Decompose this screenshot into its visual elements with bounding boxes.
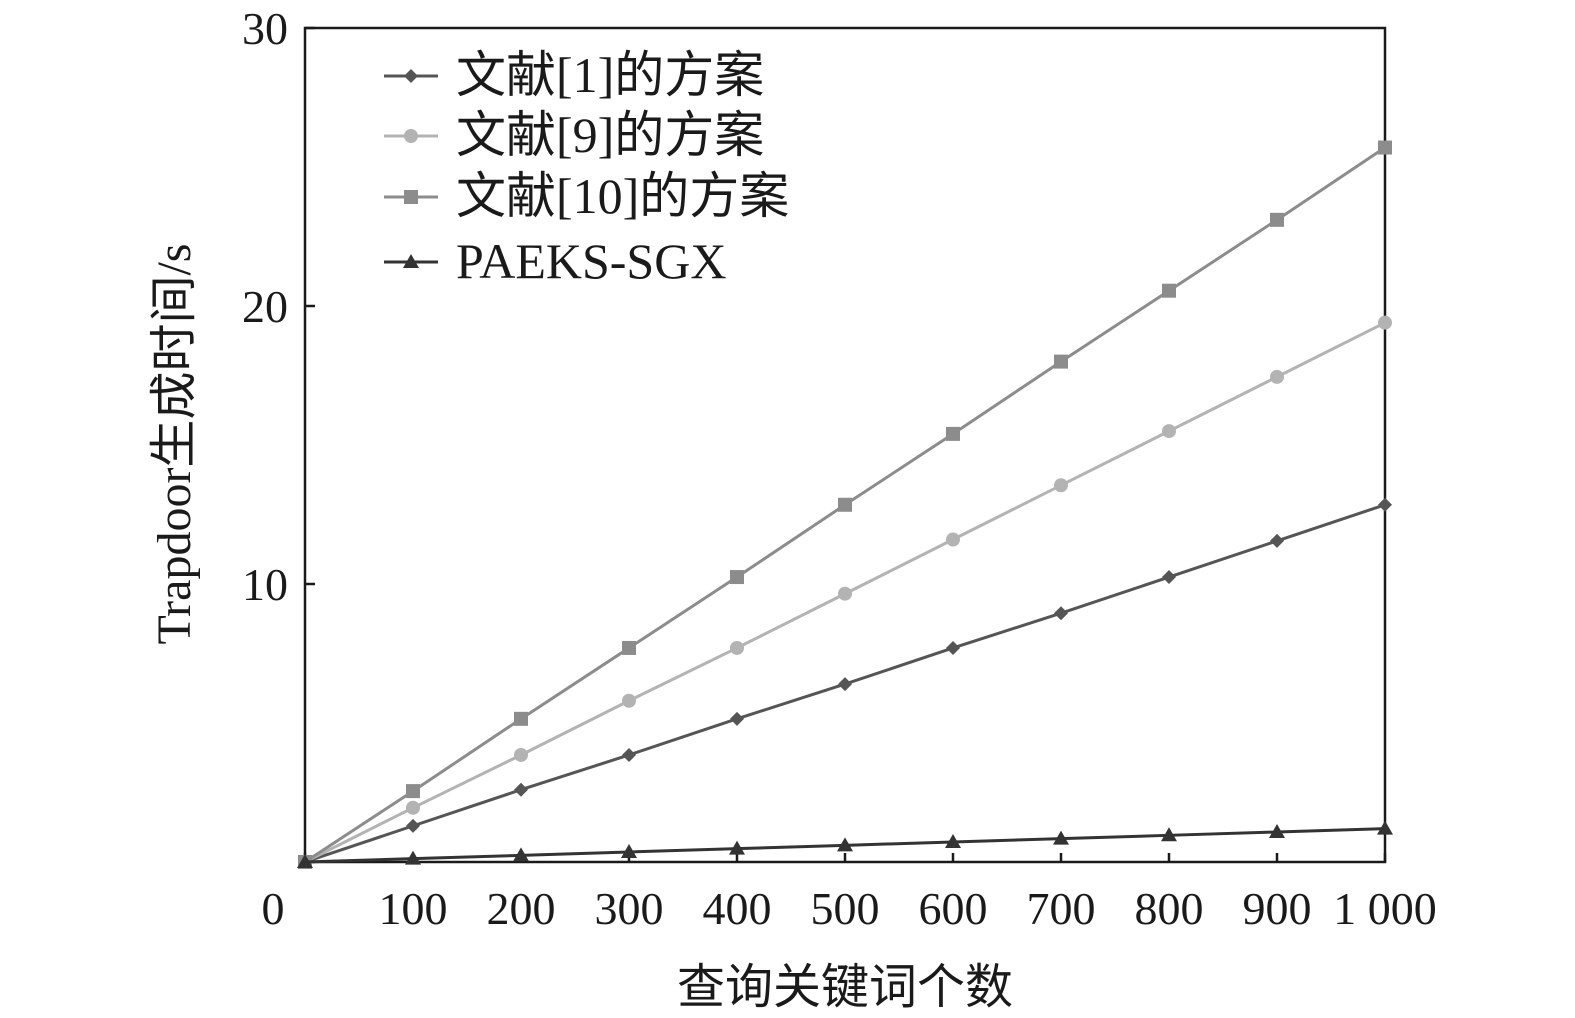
series-0-point-10 (1378, 497, 1392, 512)
series-3-point-5 (837, 837, 853, 852)
series-0-point-3 (622, 747, 636, 762)
x-tick-label-700: 700 (1027, 883, 1096, 934)
series-1-point-3 (622, 693, 636, 708)
series-1-point-6 (946, 532, 960, 547)
series-2-point-2 (514, 711, 528, 726)
legend-marker-3 (403, 254, 419, 268)
series-0-point-6 (946, 640, 960, 655)
series-1-point-7 (1054, 478, 1068, 493)
series-2-point-5 (838, 497, 852, 512)
series-0-point-9 (1270, 533, 1284, 548)
series-3-point-8 (1161, 827, 1177, 842)
series-3-point-2 (513, 847, 529, 862)
series-1-point-4 (730, 640, 744, 655)
series-3-point-4 (729, 840, 745, 855)
series-2-point-7 (1054, 354, 1068, 369)
series-2-point-9 (1270, 212, 1284, 227)
legend-marker-1 (404, 129, 418, 143)
series-1-point-9 (1270, 369, 1284, 384)
series-3-point-0 (297, 854, 313, 868)
x-tick-label-100: 100 (379, 883, 448, 934)
x-tick-label-500: 500 (811, 883, 880, 934)
series-0-point-2 (514, 782, 528, 797)
series-3-point-10 (1377, 820, 1393, 835)
y-tick-label-10: 10 (242, 559, 288, 610)
legend-item-1: 文献[9]的方案 (384, 107, 764, 163)
series-3-point-3 (621, 843, 637, 858)
series-1 (298, 315, 1392, 869)
x-tick-label-800: 800 (1135, 883, 1204, 934)
x-tick-label-900: 900 (1243, 883, 1312, 934)
x-tick-label-400: 400 (703, 883, 772, 934)
series-1-point-5 (838, 586, 852, 601)
series-0 (298, 497, 1392, 869)
series-3-point-6 (945, 833, 961, 848)
series-0-point-7 (1054, 606, 1068, 621)
legend-label-0: 文献[1]的方案 (456, 47, 764, 103)
y-axis-title: Trapdoor生成时间/s (148, 244, 201, 645)
legend-item-0: 文献[1]的方案 (384, 47, 764, 103)
x-tick-label-300: 300 (595, 883, 664, 934)
y-tick-label-20: 20 (242, 281, 288, 332)
series-3-point-9 (1269, 823, 1285, 838)
series-0-point-4 (730, 711, 744, 726)
x-tick-label-1000: 1 000 (1333, 883, 1437, 934)
legend-marker-2 (404, 190, 418, 204)
x-axis-ticks: 0 100 200 300 400 500 600 700 800 900 1 000 (262, 853, 1437, 934)
x-tick-label-600: 600 (919, 883, 988, 934)
series-2 (298, 140, 1392, 869)
series-2-point-10 (1378, 140, 1392, 155)
series-layer (297, 140, 1393, 869)
x-axis-title: 查询关键词个数 (677, 961, 1013, 1014)
y-tick-label-30: 30 (242, 3, 288, 54)
series-3-point-1 (405, 850, 421, 865)
series-2-point-8 (1162, 283, 1176, 298)
legend-label-1: 文献[9]的方案 (456, 107, 764, 163)
x-tick-label-0: 0 (262, 883, 285, 934)
series-2-point-3 (622, 640, 636, 655)
series-3-point-7 (1053, 830, 1069, 845)
legend-label-2: 文献[10]的方案 (456, 168, 789, 224)
series-2-point-4 (730, 570, 744, 585)
series-2-point-6 (946, 426, 960, 441)
series-1-point-10 (1378, 315, 1392, 330)
series-0-point-5 (838, 677, 852, 692)
x-tick-label-200: 200 (487, 883, 556, 934)
series-3 (297, 820, 1393, 868)
legend-item-2: 文献[10]的方案 (384, 168, 789, 224)
series-0-point-8 (1162, 570, 1176, 585)
series-1-point-2 (514, 747, 528, 762)
series-0-point-1 (406, 818, 420, 833)
legend-label-3: PAEKS-SGX (456, 233, 726, 289)
series-2-point-1 (406, 784, 420, 799)
legend-item-3: PAEKS-SGX (384, 233, 726, 289)
legend-marker-0 (404, 69, 418, 83)
series-1-point-8 (1162, 424, 1176, 439)
series-1-point-1 (406, 800, 420, 815)
